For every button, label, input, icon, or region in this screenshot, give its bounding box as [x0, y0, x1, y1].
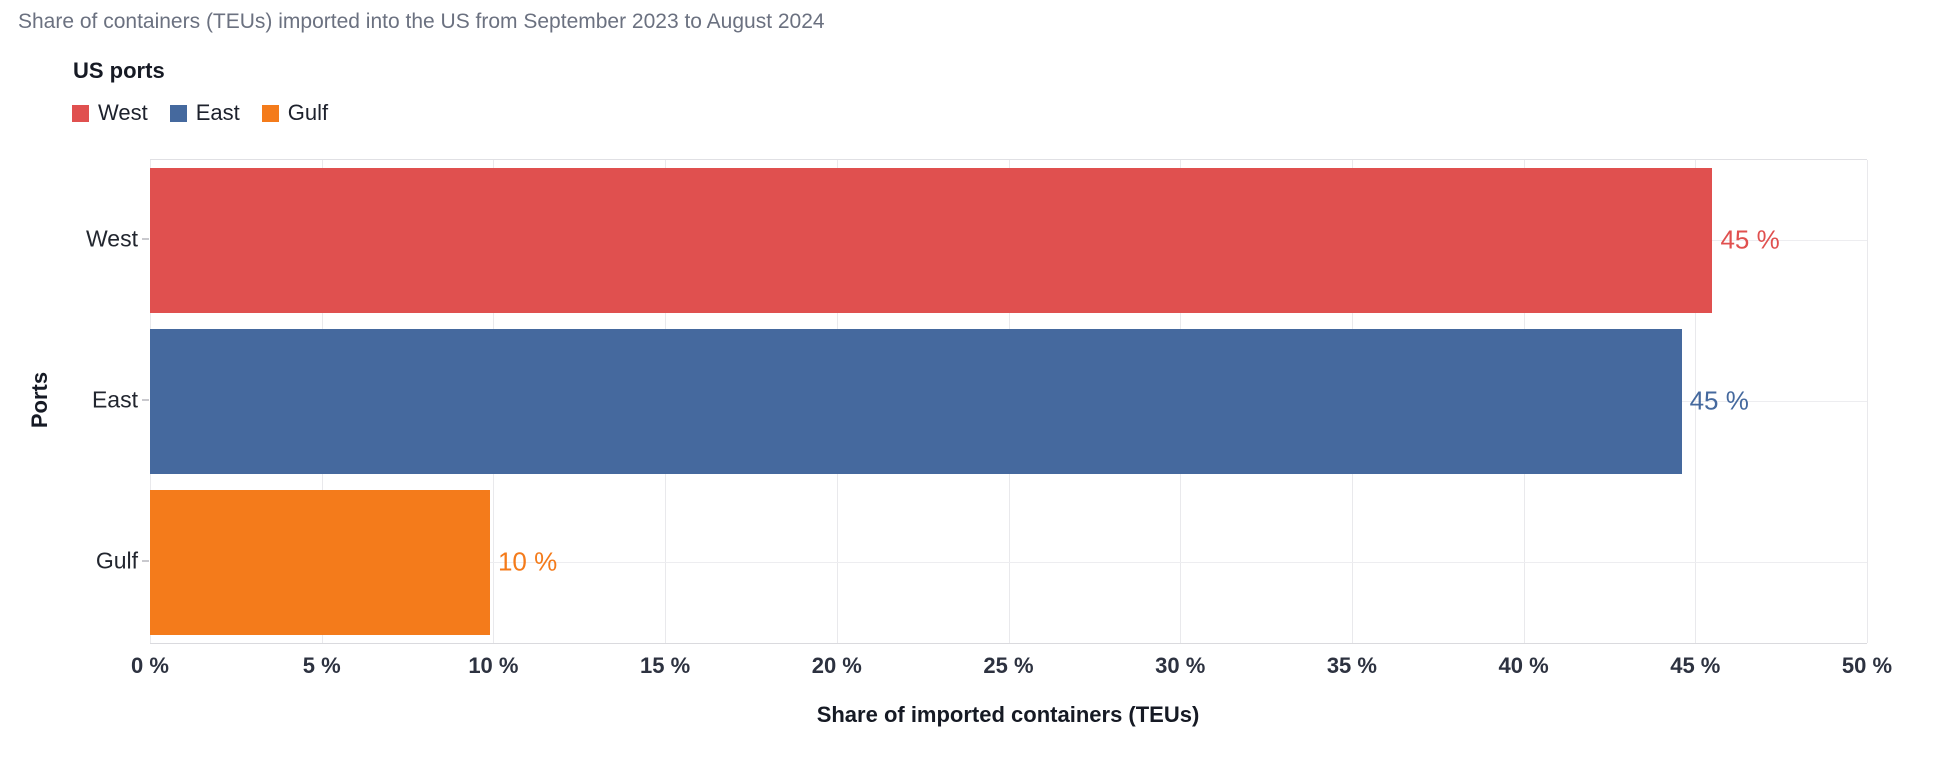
y-tick-mark	[142, 238, 149, 240]
x-tick-label: 45 %	[1670, 653, 1721, 678]
category-label-west: West	[86, 225, 138, 252]
bar-row-gulf: 10 %	[150, 482, 1867, 643]
legend-swatch-west-icon	[72, 104, 89, 122]
legend-item-gulf[interactable]: Gulf	[261, 100, 329, 126]
x-tick-label: 25 %	[983, 653, 1034, 678]
bar-east[interactable]	[150, 329, 1682, 474]
bar-gulf[interactable]	[150, 490, 490, 635]
legend-label-west: West	[98, 100, 148, 125]
y-tick-mark	[142, 399, 149, 401]
legend-title: US ports	[73, 58, 165, 83]
bar-row-west: 45 %	[150, 160, 1867, 321]
x-tick-label: 10 %	[468, 653, 519, 678]
legend: West East Gulf	[72, 100, 328, 126]
x-axis-ticks: 0 % 5 % 10 % 15 % 20 % 25 % 30 % 35 % 40 % 45 % 50…	[131, 653, 1892, 683]
x-gridline	[1867, 160, 1868, 643]
y-tick-mark	[142, 560, 149, 562]
value-label-east: 45 %	[1689, 385, 1749, 416]
x-tick-label: 20 %	[811, 653, 862, 678]
plot-area: 45 % 45 % 10 %	[150, 159, 1868, 644]
x-tick-label: 5 %	[302, 653, 341, 678]
legend-item-west[interactable]: West	[72, 100, 148, 126]
x-tick-label: 0 %	[131, 653, 169, 678]
legend-swatch-east-icon	[169, 104, 187, 122]
legend-label-gulf: Gulf	[287, 100, 329, 125]
category-label-east: East	[91, 386, 138, 413]
x-tick-label: 15 %	[640, 653, 691, 678]
bar-west[interactable]	[150, 168, 1713, 313]
x-tick-label: 40 %	[1498, 653, 1549, 678]
x-axis-title: Share of imported containers (TEUs)	[816, 702, 1200, 727]
value-label-gulf: 10 %	[497, 546, 558, 577]
legend-label-east: East	[195, 100, 240, 125]
x-tick-label: 50 %	[1841, 653, 1893, 678]
x-tick-label: 35 %	[1326, 653, 1377, 678]
category-label-gulf: Gulf	[95, 547, 138, 574]
row-gridline	[150, 562, 1867, 563]
bar-row-east: 45 %	[150, 321, 1867, 482]
chart-title: Share of containers (TEUs) imported into…	[18, 10, 825, 33]
legend-item-east[interactable]: East	[169, 100, 240, 126]
value-label-west: 45 %	[1720, 224, 1780, 255]
legend-swatch-gulf-icon	[261, 104, 279, 122]
x-tick-label: 30 %	[1155, 653, 1206, 678]
